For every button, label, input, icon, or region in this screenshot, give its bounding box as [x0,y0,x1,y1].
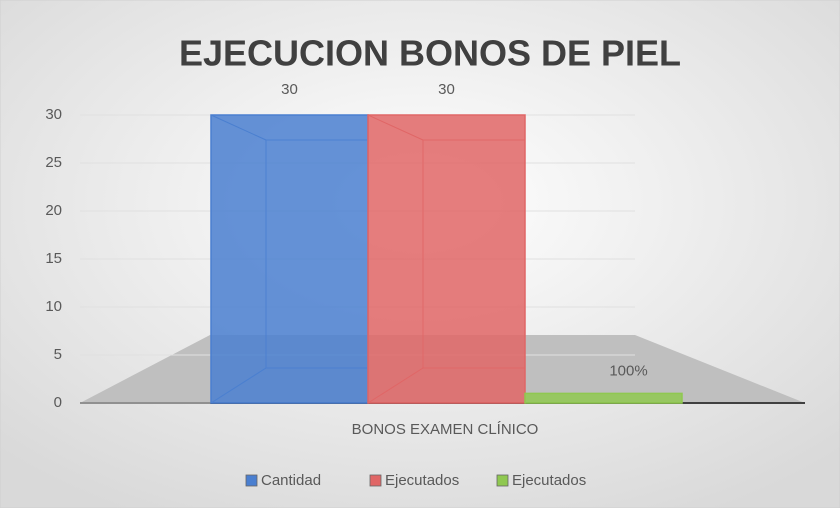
y-tick-label: 25 [45,154,62,171]
y-tick-label: 5 [54,346,62,363]
bar-edge [210,367,267,404]
chart-title: EJECUCION BONOS DE PIEL [179,33,681,74]
data-label: 100% [609,362,647,379]
legend-swatch [496,474,509,487]
legend-swatch [369,474,382,487]
data-label: 30 [438,81,455,98]
legend-swatch [245,474,258,487]
bar-back-face [422,139,526,369]
legend-label: Ejecutados [385,472,459,489]
y-tick-label: 0 [54,394,62,411]
legend-label: Cantidad [261,472,321,489]
bar [367,114,526,404]
bar-edge [367,367,424,404]
bar [524,392,683,404]
legend-label: Ejecutados [512,472,586,489]
x-tick-label: BONOS EXAMEN CLÍNICO [352,421,539,438]
bar-edge [367,114,424,141]
y-tick-label: 10 [45,298,62,315]
bar-edge [210,114,267,141]
y-tick-label: 20 [45,202,62,219]
y-tick-label: 15 [45,250,62,267]
data-label: 30 [281,81,298,98]
bar [210,114,369,404]
y-tick-label: 30 [45,106,62,123]
